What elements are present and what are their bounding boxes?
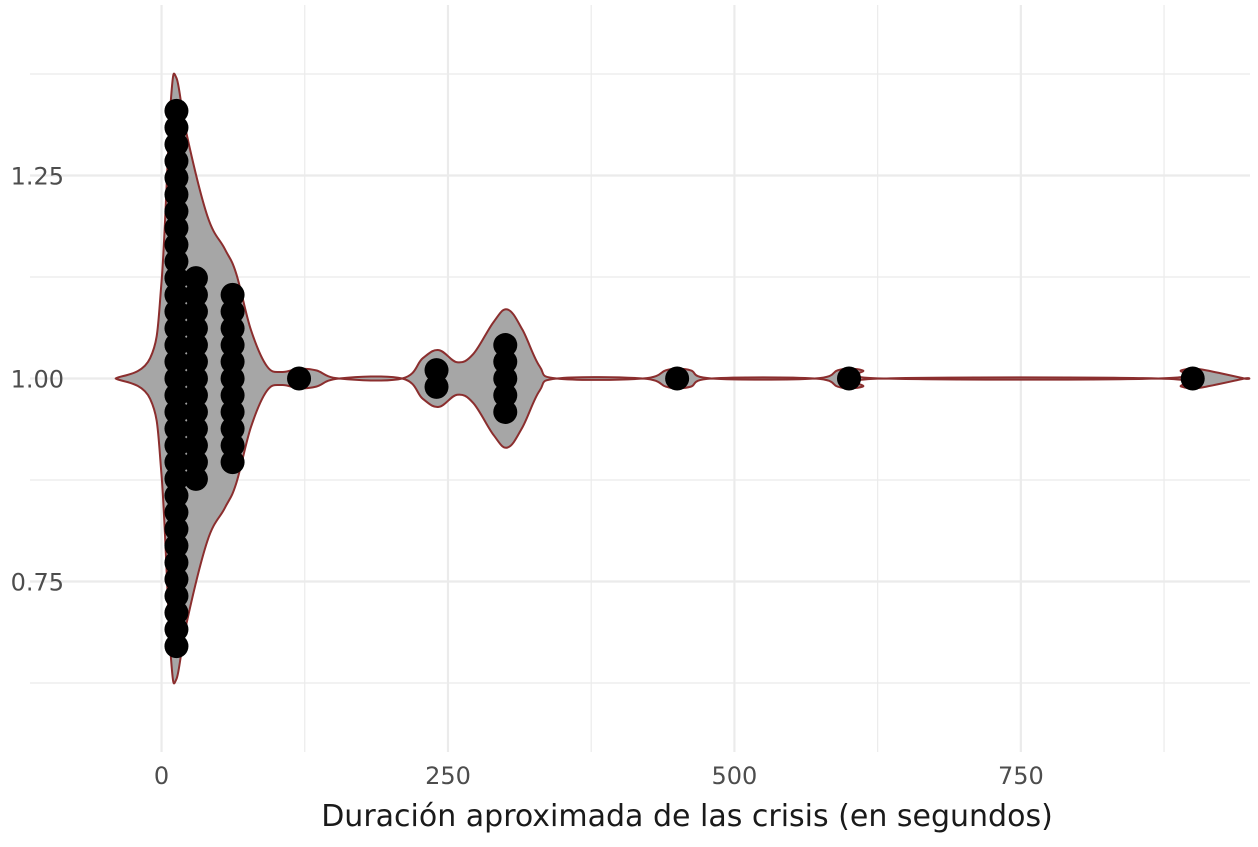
data-dot bbox=[164, 617, 189, 642]
data-dot bbox=[183, 349, 208, 374]
data-dots bbox=[164, 98, 1205, 659]
data-dot bbox=[220, 450, 245, 475]
x-tick-label: 500 bbox=[712, 762, 758, 790]
data-dot bbox=[220, 433, 245, 458]
data-dot bbox=[220, 299, 245, 324]
data-dot bbox=[183, 266, 208, 291]
data-dot bbox=[164, 416, 189, 441]
data-dot bbox=[493, 349, 518, 374]
data-dot bbox=[220, 282, 245, 307]
data-dot bbox=[1180, 366, 1205, 391]
data-dot bbox=[220, 333, 245, 358]
y-axis-ticks: 0.75 1.00 1.25 bbox=[11, 163, 64, 597]
data-dot bbox=[164, 215, 189, 240]
data-dot bbox=[220, 416, 245, 441]
data-dot bbox=[164, 316, 189, 341]
data-dot bbox=[164, 517, 189, 542]
data-dot bbox=[164, 115, 189, 140]
data-dot bbox=[220, 349, 245, 374]
y-tick-label: 1.25 bbox=[11, 163, 64, 191]
data-dot bbox=[164, 132, 189, 157]
data-dot bbox=[665, 366, 690, 391]
data-dot bbox=[183, 282, 208, 307]
data-dot bbox=[164, 634, 189, 659]
data-dot bbox=[164, 249, 189, 274]
data-dot bbox=[164, 165, 189, 190]
data-dot bbox=[164, 450, 189, 475]
data-dot bbox=[164, 282, 189, 307]
data-dot bbox=[493, 333, 518, 358]
data-dot bbox=[164, 567, 189, 592]
x-tick-label: 250 bbox=[425, 762, 471, 790]
x-tick-label: 0 bbox=[154, 762, 169, 790]
data-dot bbox=[164, 349, 189, 374]
data-dot bbox=[220, 383, 245, 408]
data-dot bbox=[164, 333, 189, 358]
data-dot bbox=[836, 366, 861, 391]
data-dot bbox=[183, 316, 208, 341]
data-dot bbox=[164, 266, 189, 291]
data-dot bbox=[164, 399, 189, 424]
data-dot bbox=[164, 483, 189, 508]
data-dot bbox=[164, 500, 189, 525]
data-dot bbox=[424, 374, 449, 399]
data-dot bbox=[164, 366, 189, 391]
data-dot bbox=[183, 466, 208, 491]
data-dot bbox=[164, 583, 189, 608]
data-dot bbox=[164, 98, 189, 123]
data-dot bbox=[164, 299, 189, 324]
y-tick-label: 1.00 bbox=[11, 366, 64, 394]
data-dot bbox=[493, 383, 518, 408]
data-dot bbox=[183, 399, 208, 424]
data-dot bbox=[183, 299, 208, 324]
data-dot bbox=[164, 533, 189, 558]
data-dot bbox=[183, 433, 208, 458]
data-dot bbox=[493, 366, 518, 391]
data-dot bbox=[424, 358, 449, 383]
data-dot bbox=[164, 182, 189, 207]
data-dot bbox=[183, 416, 208, 441]
data-dot bbox=[220, 399, 245, 424]
data-dot bbox=[183, 366, 208, 391]
data-dot bbox=[164, 433, 189, 458]
data-dot bbox=[164, 232, 189, 257]
x-axis-ticks: 0 250 500 750 bbox=[154, 762, 1044, 790]
data-dot bbox=[164, 199, 189, 224]
data-dot bbox=[164, 383, 189, 408]
x-axis-title: Duración aproximada de las crisis (en se… bbox=[321, 799, 1053, 834]
data-dot bbox=[287, 366, 312, 391]
data-dot bbox=[183, 383, 208, 408]
x-tick-label: 750 bbox=[998, 762, 1044, 790]
data-dot bbox=[164, 550, 189, 575]
data-dot bbox=[493, 399, 518, 424]
data-dot bbox=[164, 149, 189, 174]
data-dot bbox=[220, 316, 245, 341]
data-dot bbox=[164, 466, 189, 491]
data-dot bbox=[183, 450, 208, 475]
data-dot bbox=[183, 333, 208, 358]
y-tick-label: 0.75 bbox=[11, 568, 64, 596]
data-dot bbox=[164, 600, 189, 625]
data-dot bbox=[220, 366, 245, 391]
